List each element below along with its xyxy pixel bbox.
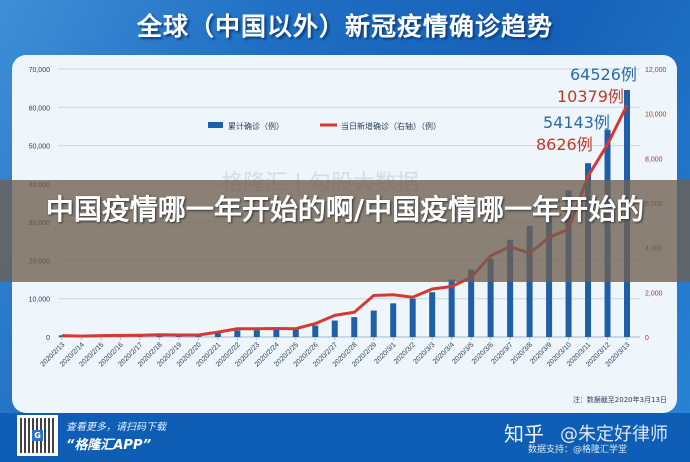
bar-cumulative [448,279,455,337]
data-annotation: 10379例 [557,87,624,106]
bar-cumulative [507,239,514,337]
caption-overlay [0,180,690,282]
bar-cumulative [292,328,299,337]
bar-cumulative [331,320,338,337]
right-axis-tick: 2,000 [645,290,663,297]
bar-cumulative [273,329,280,337]
right-axis-tick: 8,000 [645,156,663,163]
left-axis-tick: 70,000 [29,67,51,74]
bar-cumulative [253,330,260,337]
right-axis-tick: 0 [645,335,649,342]
chart-title: 全球（中国以外）新冠疫情确诊趋势 [136,12,553,41]
bar-cumulative [468,269,475,337]
footer-bar [0,413,690,462]
user-watermark: @朱定好律师 [560,424,668,445]
data-annotation: 8626例 [536,135,593,154]
legend-bar-swatch [208,122,223,128]
promo-line-2: “格隆汇APP” [66,438,152,453]
bar-cumulative [214,333,221,337]
bar-cumulative [312,325,319,337]
left-axis-tick: 0 [46,335,50,342]
data-annotation: 54143例 [543,113,610,132]
left-axis-tick: 50,000 [29,144,51,151]
left-axis-tick: 10,000 [29,297,51,304]
bar-cumulative [487,258,494,337]
left-axis-tick: 60,000 [29,105,51,112]
qr-logo: G [32,430,43,441]
source-watermark: 数据支持：@格隆汇学堂 [528,445,628,455]
bar-cumulative [234,330,241,337]
caption-text: 中国疫情哪一年开始的啊/中国疫情哪一年开始的 [45,193,645,226]
legend-line-label: 当日新增确诊（右轴）（例） [341,121,441,131]
data-note: 注：数据截至2020年3月13日 [573,395,667,404]
promo-line-1: 查看更多，请扫码下载 [66,422,166,433]
bar-cumulative [390,303,397,337]
legend-bar-label: 累计确诊（例） [228,121,284,131]
bar-cumulative [409,298,416,337]
right-axis-tick: 12,000 [645,67,667,74]
bar-cumulative [351,317,358,337]
right-axis-tick: 10,000 [645,112,667,119]
qr-code[interactable]: G [17,415,58,456]
zhihu-watermark: 知乎 [504,422,544,446]
bar-cumulative [370,310,377,337]
qr-pattern [20,418,55,453]
data-annotation: 64526例 [570,65,637,84]
bar-cumulative [429,292,436,337]
